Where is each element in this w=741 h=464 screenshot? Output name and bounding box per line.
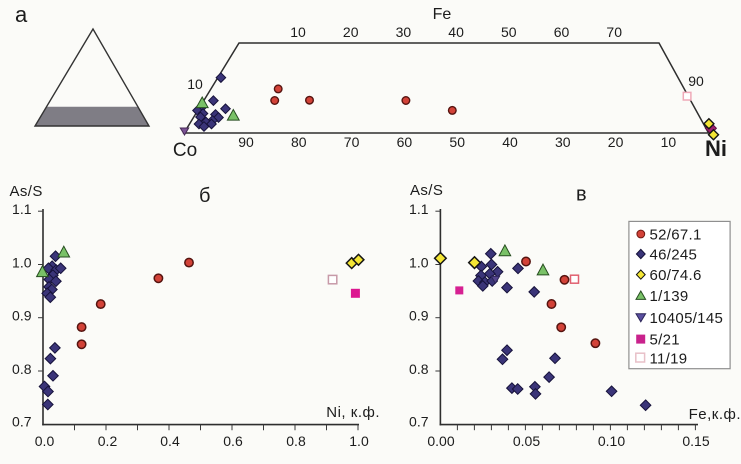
svg-text:0.00: 0.00 <box>427 433 454 449</box>
svg-text:1.1: 1.1 <box>12 201 32 217</box>
svg-text:20: 20 <box>343 24 359 40</box>
svg-text:в: в <box>576 184 587 206</box>
svg-text:1/139: 1/139 <box>650 288 689 305</box>
svg-text:Fe: Fe <box>433 6 452 23</box>
svg-text:As/S: As/S <box>10 183 43 200</box>
svg-text:40: 40 <box>448 24 464 40</box>
svg-text:1.1: 1.1 <box>409 201 429 217</box>
svg-text:80: 80 <box>291 134 307 150</box>
svg-text:30: 30 <box>396 24 412 40</box>
svg-text:0.9: 0.9 <box>12 308 32 324</box>
svg-text:1.0: 1.0 <box>409 255 429 271</box>
svg-text:90: 90 <box>688 73 704 89</box>
svg-text:Co: Co <box>173 140 197 161</box>
svg-text:30: 30 <box>555 134 571 150</box>
svg-text:90: 90 <box>238 134 254 150</box>
svg-text:70: 70 <box>606 24 622 40</box>
svg-text:1.0: 1.0 <box>12 255 32 271</box>
svg-text:0.15: 0.15 <box>682 433 709 449</box>
svg-text:60: 60 <box>554 24 570 40</box>
svg-text:10: 10 <box>290 24 306 40</box>
svg-text:0.10: 0.10 <box>598 433 625 449</box>
svg-text:0.8: 0.8 <box>12 361 32 377</box>
svg-text:0.4: 0.4 <box>160 433 180 449</box>
svg-text:46/245: 46/245 <box>650 246 698 263</box>
svg-text:10405/145: 10405/145 <box>650 310 724 327</box>
svg-text:Ni: Ni <box>705 136 727 161</box>
svg-text:10: 10 <box>187 76 203 92</box>
svg-text:0.8: 0.8 <box>286 433 306 449</box>
svg-text:5/21: 5/21 <box>650 331 680 348</box>
svg-text:20: 20 <box>608 134 624 150</box>
svg-text:50: 50 <box>449 134 465 150</box>
svg-text:70: 70 <box>344 134 360 150</box>
svg-text:0.05: 0.05 <box>513 433 540 449</box>
svg-text:1.0: 1.0 <box>349 433 369 449</box>
svg-text:50: 50 <box>501 24 517 40</box>
svg-text:0.7: 0.7 <box>12 414 32 430</box>
svg-text:Fe,к.ф.: Fe,к.ф. <box>689 406 741 423</box>
svg-text:0.0: 0.0 <box>35 433 55 449</box>
svg-text:10: 10 <box>661 134 677 150</box>
svg-text:60/74.6: 60/74.6 <box>650 267 702 284</box>
svg-text:40: 40 <box>502 134 518 150</box>
svg-text:52/67.1: 52/67.1 <box>650 226 702 243</box>
svg-text:Ni, к.ф.: Ni, к.ф. <box>326 404 380 421</box>
svg-text:As/S: As/S <box>410 182 443 199</box>
svg-text:0.2: 0.2 <box>98 433 118 449</box>
svg-text:0.7: 0.7 <box>409 414 429 430</box>
svg-text:60: 60 <box>397 134 413 150</box>
svg-text:0.6: 0.6 <box>223 433 243 449</box>
svg-text:а: а <box>15 2 28 27</box>
svg-text:0.8: 0.8 <box>409 361 429 377</box>
svg-text:11/19: 11/19 <box>650 350 688 367</box>
svg-text:б: б <box>199 185 210 207</box>
svg-text:0.9: 0.9 <box>409 308 429 324</box>
